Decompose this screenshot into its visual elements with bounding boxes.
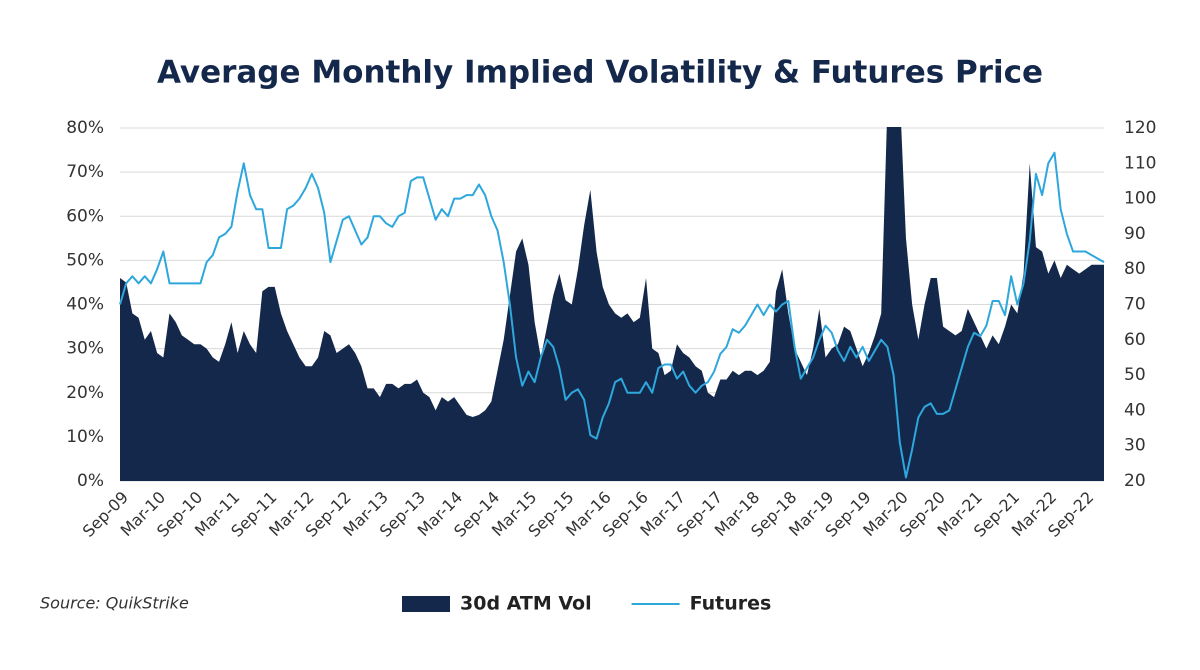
y-tick-label: 40%	[66, 295, 104, 315]
legend-label: Futures	[690, 593, 772, 615]
y-tick-label: 50%	[66, 250, 104, 270]
futures-line	[119, 151, 1105, 479]
chart-title: Average Monthly Implied Volatility & Fut…	[157, 55, 1043, 91]
y2-tick-label: 80	[1124, 259, 1146, 279]
legend-swatch	[402, 596, 450, 612]
y-tick-label: 70%	[66, 162, 104, 182]
plot-area	[119, 127, 1105, 481]
y-tick-label: 60%	[66, 206, 104, 226]
y2-tick-label: 70	[1124, 295, 1146, 315]
source-note: Source: QuikStrike	[40, 594, 189, 613]
y2-tick-label: 30	[1124, 436, 1146, 456]
y2-tick-label: 50	[1124, 365, 1146, 385]
y2-tick-label: 90	[1124, 224, 1146, 244]
y2-tick-label: 110	[1124, 153, 1156, 173]
vol-area	[120, 127, 1104, 481]
y2-tick-label: 120	[1124, 118, 1156, 138]
y-tick-label: 10%	[66, 427, 104, 447]
y2-tick-label: 40	[1124, 400, 1146, 420]
y2-tick-label: 100	[1124, 189, 1156, 209]
legend: 30d ATM Vol Futures	[402, 593, 771, 615]
y-tick-label: 0%	[77, 471, 104, 491]
y2-tick-label: 60	[1124, 330, 1146, 350]
y-tick-label: 80%	[66, 118, 104, 138]
y-tick-label: 30%	[66, 339, 104, 359]
legend-label: 30d ATM Vol	[460, 593, 592, 615]
y-tick-label: 20%	[66, 383, 104, 403]
y2-tick-label: 20	[1124, 471, 1146, 491]
